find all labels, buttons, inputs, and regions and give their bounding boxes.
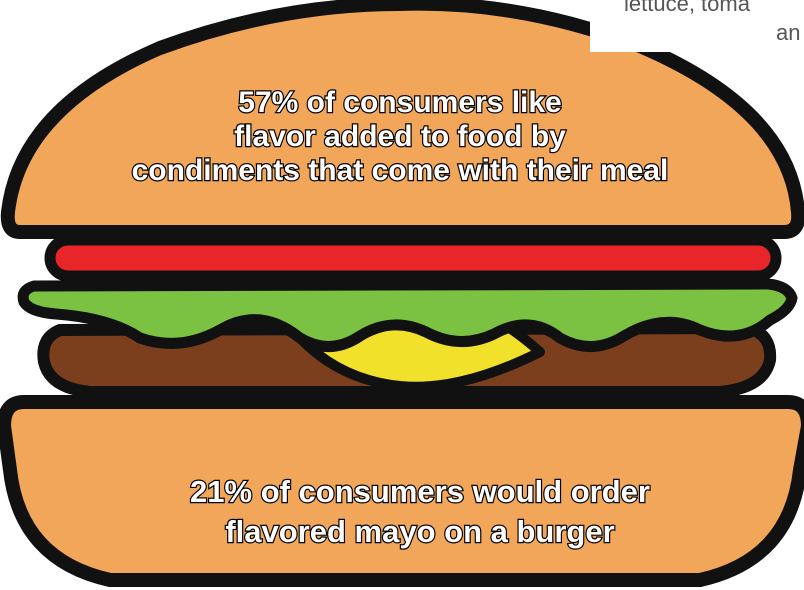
tomato-slice	[44, 234, 782, 282]
bottom-bun-statistic-line-2: flavored mayo on a burger	[224, 513, 616, 550]
top-bun	[0, 0, 804, 239]
bottom-bun	[0, 395, 804, 587]
top-bun-statistic-line-3: condiments that come with their meal	[130, 153, 669, 188]
top-bun-statistic: 57% of consumers like flavor added to fo…	[40, 85, 760, 188]
bottom-bun-statistic-line-1: 21% of consumers would order	[189, 473, 651, 510]
lettuce-leaf	[17, 278, 798, 352]
top-bun-statistic-line-1: 57% of consumers like	[237, 85, 563, 120]
cropped-note-line-2: an	[776, 20, 801, 45]
bottom-bun-statistic: 21% of consumers would order flavored ma…	[70, 472, 770, 552]
cropped-note-text: lettuce, toma an	[590, 0, 804, 52]
cropped-note-line-1: lettuce, toma	[624, 0, 750, 16]
top-bun-statistic-line-2: flavor added to food by	[233, 119, 567, 154]
